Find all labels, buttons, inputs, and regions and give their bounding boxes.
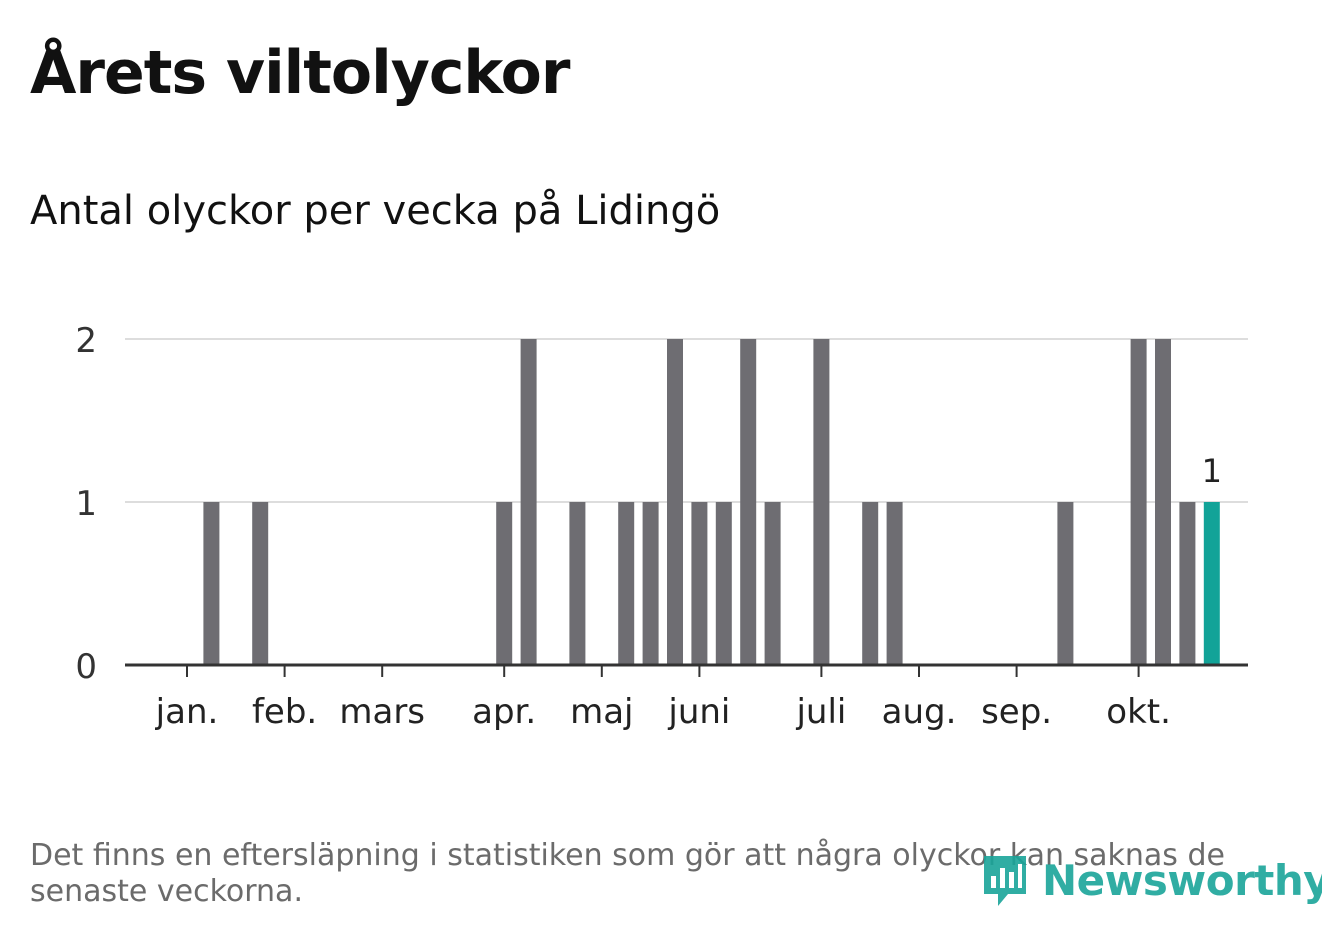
bar — [1057, 502, 1074, 665]
chart-speech-bubble-icon — [984, 856, 1026, 906]
bar — [740, 339, 757, 665]
x-tick-label: sep. — [981, 692, 1052, 732]
bar — [886, 502, 903, 665]
bar — [496, 502, 513, 665]
x-tick-label: aug. — [882, 692, 957, 732]
bar — [1155, 339, 1171, 665]
chart-subtitle: Antal olyckor per vecka på Lidingö — [30, 188, 721, 234]
newsworthy-logo: Newsworthy — [978, 850, 1322, 910]
x-tick-label: okt. — [1106, 692, 1171, 732]
x-tick-label: apr. — [472, 692, 536, 732]
page-title: Årets viltolyckor — [30, 38, 570, 108]
bar — [1130, 339, 1147, 665]
bar — [203, 502, 220, 665]
x-tick-label: juni — [667, 692, 730, 732]
bar — [715, 502, 732, 665]
bar — [813, 339, 830, 665]
bar — [667, 339, 683, 665]
bar — [569, 502, 586, 665]
bar-current — [1203, 502, 1220, 665]
bar — [642, 502, 659, 665]
y-tick-label: 0 — [75, 647, 97, 687]
bar — [691, 502, 708, 665]
x-tick-label: feb. — [252, 692, 317, 732]
bar — [764, 502, 781, 665]
bar — [1179, 502, 1196, 665]
x-tick-label: jan. — [155, 692, 219, 732]
data-label: 1 — [1202, 452, 1222, 490]
x-tick-label: mars — [339, 692, 425, 732]
bar — [618, 502, 635, 665]
bar — [252, 502, 269, 665]
x-tick-label: juli — [795, 692, 846, 732]
bar-chart: 0 1 2 1 jan. feb. mars apr. maj juni juli aug. sep. o… — [75, 321, 1248, 732]
bar — [862, 502, 879, 665]
logo-text: Newsworthy — [1042, 855, 1322, 905]
y-tick-label: 2 — [75, 321, 97, 361]
y-tick-label: 1 — [75, 484, 97, 524]
x-tick-label: maj — [570, 692, 633, 732]
bar — [520, 339, 537, 665]
footnote: Det finns en eftersläpning i statistiken… — [30, 838, 1225, 909]
